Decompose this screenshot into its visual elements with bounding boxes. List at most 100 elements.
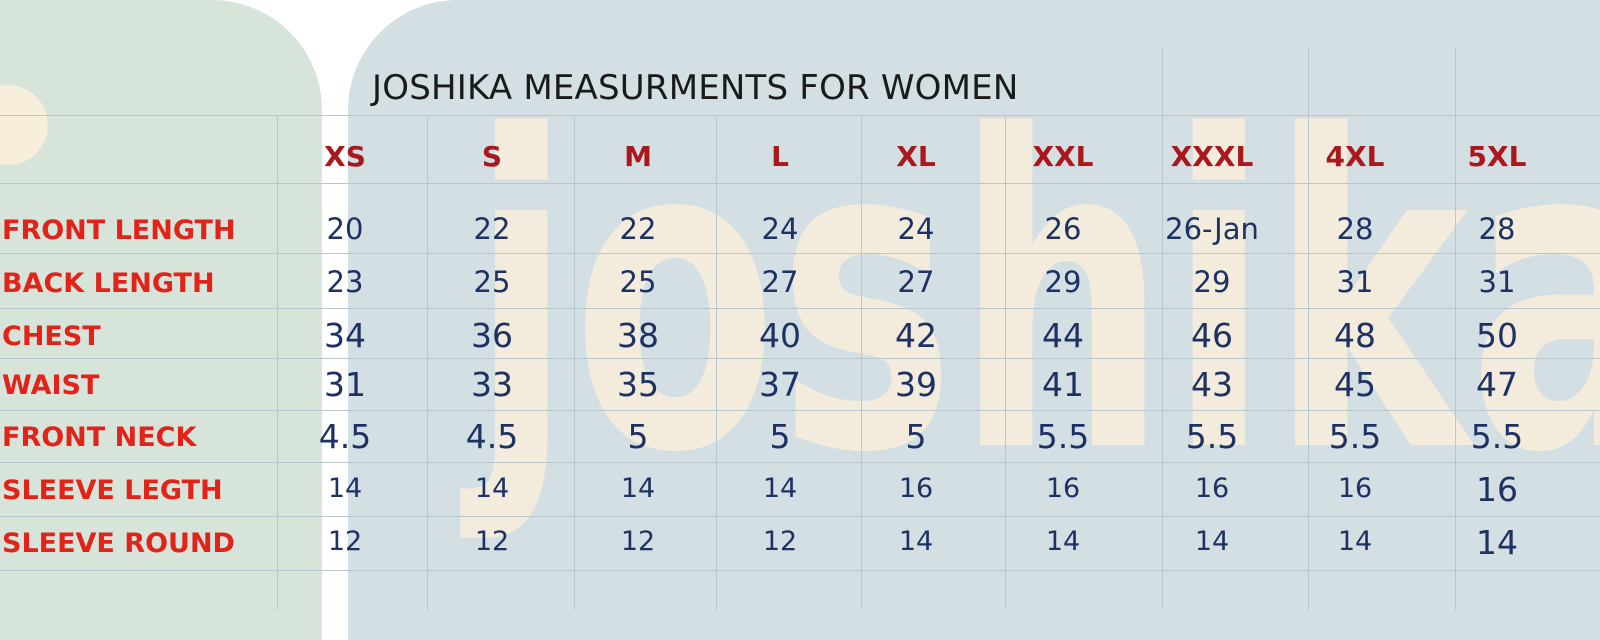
measurement-cell: 5.5: [1185, 416, 1239, 456]
measurement-cell: 5.5: [1328, 416, 1382, 456]
measurement-cell: 12: [474, 526, 510, 558]
measurement-cell: 35: [617, 364, 659, 404]
measurement-cell: 39: [895, 364, 937, 404]
grid-column-line: [1455, 48, 1456, 610]
grid-row-line: [0, 308, 1600, 309]
grid-column-line: [1005, 115, 1006, 610]
measurement-cell: 23: [326, 265, 364, 300]
size-header: 4XL: [1325, 140, 1385, 173]
measurement-cell: 14: [1194, 526, 1230, 558]
measurement-cell: 44: [1042, 315, 1084, 355]
joshika-watermark-logo: joshika: [0, 47, 1600, 547]
measurement-cell: 14: [474, 473, 510, 505]
measurement-cell: 5: [627, 416, 649, 456]
background-panel-right: [348, 0, 1600, 640]
grid-column-line: [861, 115, 862, 610]
measurement-cell: 34: [324, 315, 366, 355]
grid-row-line: [0, 183, 1600, 184]
grid-column-line: [716, 115, 717, 610]
measurement-cell: 16: [1337, 473, 1373, 505]
measurement-cell: 41: [1042, 364, 1084, 404]
measurement-cell: 47: [1476, 364, 1518, 404]
background-panel-left: [0, 0, 322, 640]
size-header: L: [771, 140, 789, 173]
measurement-cell: 14: [1337, 526, 1373, 558]
row-label: SLEEVE LEGTH: [2, 475, 223, 506]
measurement-cell: 14: [1045, 526, 1081, 558]
measurement-cell: 14: [762, 473, 798, 505]
measurement-cell: 36: [471, 315, 513, 355]
measurement-cell: 24: [897, 212, 935, 247]
chart-title: JOSHIKA MEASURMENTS FOR WOMEN: [372, 68, 1019, 108]
measurement-cell: 24: [761, 212, 799, 247]
measurement-cell: 20: [326, 212, 364, 247]
grid-column-line: [574, 115, 575, 610]
measurement-cell: 31: [1336, 265, 1374, 300]
measurement-cell: 16: [1194, 473, 1230, 505]
grid-column-line: [1308, 48, 1309, 610]
measurement-cell: 25: [619, 265, 657, 300]
measurement-cell: 12: [762, 526, 798, 558]
row-label: SLEEVE ROUND: [2, 528, 235, 559]
measurement-cell: 14: [620, 473, 656, 505]
measurement-cell: 50: [1476, 315, 1518, 355]
measurement-cell: 27: [761, 265, 799, 300]
measurement-cell: 40: [759, 315, 801, 355]
measurement-cell: 26: [1044, 212, 1082, 247]
measurement-cell: 4.5: [465, 416, 519, 456]
size-header: XS: [324, 140, 366, 173]
measurement-cell: 12: [327, 526, 363, 558]
size-header: XL: [896, 140, 936, 173]
row-label: WAIST: [2, 370, 100, 401]
measurement-cell: 29: [1044, 265, 1082, 300]
grid-row-line: [0, 253, 1600, 254]
measurement-cell: 48: [1334, 315, 1376, 355]
measurement-cell: 28: [1336, 212, 1374, 247]
grid-row-line: [0, 570, 1600, 571]
measurement-cell: 4.5: [318, 416, 372, 456]
size-header: S: [481, 140, 503, 173]
grid-row-line: [0, 516, 1600, 517]
measurement-cell: 27: [897, 265, 935, 300]
measurement-cell: 26-Jan: [1165, 212, 1259, 247]
measurement-cell: 14: [327, 473, 363, 505]
grid-column-line: [1162, 48, 1163, 610]
size-header: 5XL: [1467, 140, 1527, 173]
size-header: XXXL: [1170, 140, 1254, 173]
row-label: CHEST: [2, 321, 101, 352]
measurement-cell: 33: [471, 364, 513, 404]
measurement-cell: 22: [619, 212, 657, 247]
grid-column-line: [277, 115, 278, 610]
measurement-cell: 37: [759, 364, 801, 404]
measurement-cell: 31: [1478, 265, 1516, 300]
measurement-cell: 14: [1476, 522, 1518, 562]
measurement-cell: 16: [898, 473, 934, 505]
svg-text:joshika: joshika: [456, 47, 1600, 547]
measurement-cell: 31: [324, 364, 366, 404]
measurement-cell: 16: [1476, 469, 1518, 509]
measurement-cell: 14: [898, 526, 934, 558]
measurement-cell: 12: [620, 526, 656, 558]
measurement-cell: 38: [617, 315, 659, 355]
size-header: M: [624, 140, 652, 173]
size-header: XXL: [1032, 140, 1094, 173]
measurement-cell: 46: [1191, 315, 1233, 355]
measurement-cell: 5: [905, 416, 927, 456]
row-label: FRONT LENGTH: [2, 215, 236, 246]
measurement-cell: 43: [1191, 364, 1233, 404]
measurement-cell: 5.5: [1470, 416, 1524, 456]
row-label: FRONT NECK: [2, 422, 197, 453]
measurement-cell: 22: [473, 212, 511, 247]
grid-row-line: [0, 462, 1600, 463]
measurement-cell: 29: [1193, 265, 1231, 300]
grid-row-line: [0, 358, 1600, 359]
measurement-cell: 42: [895, 315, 937, 355]
grid-column-line: [427, 115, 428, 610]
measurement-cell: 5: [769, 416, 791, 456]
measurement-cell: 16: [1045, 473, 1081, 505]
measurement-cell: 25: [473, 265, 511, 300]
measurement-cell: 28: [1478, 212, 1516, 247]
measurement-cell: 45: [1334, 364, 1376, 404]
measurement-cell: 5.5: [1036, 416, 1090, 456]
grid-row-line: [0, 410, 1600, 411]
